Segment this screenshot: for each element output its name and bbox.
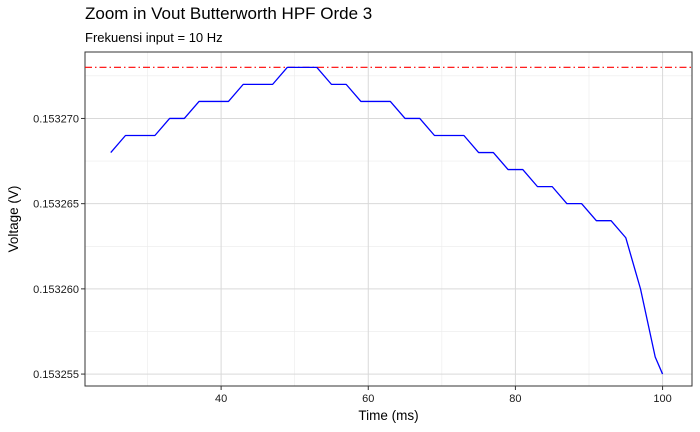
series-line [110,66,664,375]
y-tick-label: 0.153265 [33,199,79,211]
data-series [110,66,664,375]
chart-subtitle: Frekuensi input = 10 Hz [85,30,223,45]
y-axis-label: Voltage (V) [6,186,21,253]
x-tick-label: 40 [215,393,227,405]
x-tick-label: 60 [362,393,374,405]
chart-title: Zoom in Vout Butterworth HPF Orde 3 [85,4,373,23]
x-tick-label: 80 [509,393,521,405]
x-tick-label: 100 [653,393,671,405]
x-axis-ticks: 40 60 80 100 [215,386,672,405]
plot-panel-border [84,51,693,387]
x-axis-label: Time (ms) [358,408,418,423]
y-axis-ticks: 0.153255 0.153260 0.153265 0.153270 [33,113,85,381]
grid-lines [85,52,692,386]
y-tick-label: 0.153260 [33,284,79,296]
y-tick-label: 0.153270 [33,113,79,125]
y-tick-label: 0.153255 [33,369,79,381]
